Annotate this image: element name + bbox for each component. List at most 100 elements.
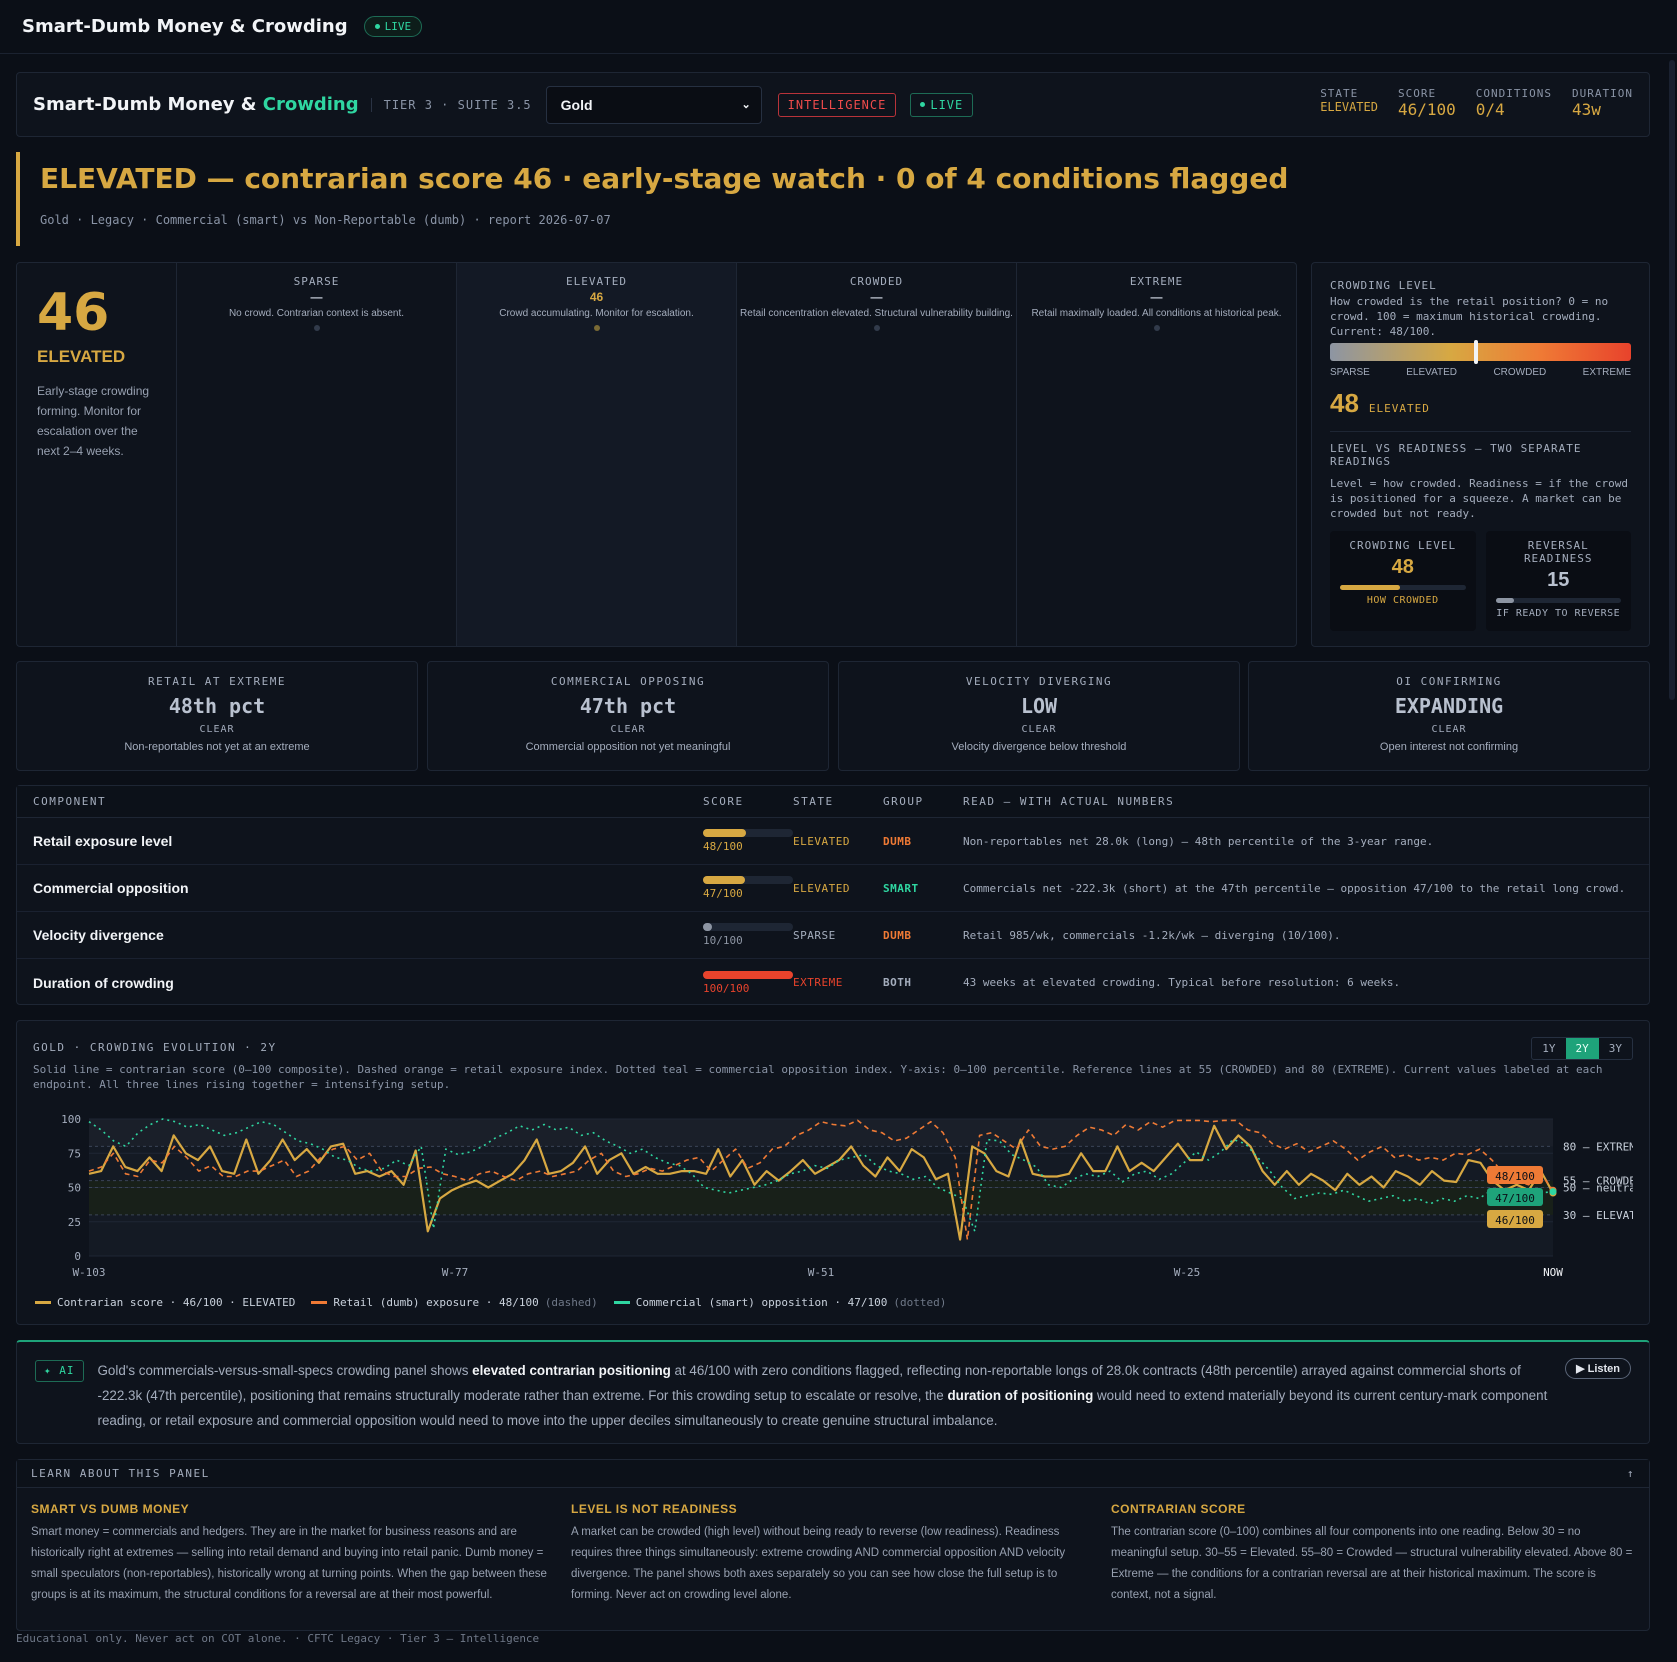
x-tick-label: NOW — [1543, 1266, 1563, 1279]
score-state: ELEVATED — [37, 347, 126, 366]
component-name: Velocity divergence — [33, 927, 164, 943]
score-value: 46 — [37, 283, 110, 343]
zone-value: — — [1150, 290, 1163, 304]
legend-label: Contrarian score · 46/100 · ELEVATED — [57, 1296, 296, 1309]
range-1y-button[interactable]: 1Y — [1542, 1042, 1556, 1055]
reference-label: 55 — CROWDED — [1563, 1175, 1633, 1188]
read-value: Non-reportables net 28.0k (long) — 48th … — [963, 834, 1434, 848]
ai-text-part: would need to extend materially beyond i… — [97, 1388, 1548, 1428]
end-label-text: 48/100 — [1495, 1170, 1535, 1183]
learn-smart-vs-dumb: SMART VS DUMB MONEY Smart money = commerc… — [31, 1502, 555, 1606]
scrollbar[interactable] — [1669, 60, 1675, 700]
zone-description: Retail maximally loaded. All conditions … — [1031, 308, 1282, 319]
collapse-arrow-icon[interactable]: ↑ — [1626, 1467, 1635, 1480]
footer-disclaimer: Educational only. Never act on COT alone… — [16, 1632, 540, 1645]
zone-name: SPARSE — [293, 275, 340, 288]
headline-title: ELEVATED — contrarian score 46 · early-s… — [40, 162, 1289, 195]
end-label-text: 46/100 — [1495, 1214, 1535, 1227]
stat-value: 43w — [1572, 100, 1601, 119]
score-bar-fill — [703, 829, 747, 837]
learn-heading: SMART VS DUMB MONEY — [31, 1502, 190, 1516]
condition-label: COMMERCIAL OPPOSING — [550, 675, 706, 688]
range-3y-button[interactable]: 3Y — [1608, 1042, 1622, 1055]
gradient-labels: SPARSE ELEVATED CROWDED EXTREME — [1330, 367, 1631, 378]
score-bar-fill — [703, 923, 712, 931]
learn-text: A market can be crowded (high level) wit… — [571, 1526, 1066, 1601]
crowding-evolution-chart-card: GOLD · CROWDING EVOLUTION · 2Y Solid lin… — [16, 1020, 1650, 1325]
live-pill-label: LIVE — [384, 20, 412, 33]
condition-description: Commercial opposition not yet meaningful — [525, 741, 731, 753]
gradient-label: ELEVATED — [1406, 367, 1458, 378]
level-vs-readiness-title: LEVEL VS READINESS — TWO SEPARATE READIN… — [1330, 442, 1582, 468]
learn-panel: LEARN ABOUT THIS PANEL ↑ SMART VS DUMB M… — [16, 1459, 1650, 1631]
zone-name: CROWDED — [849, 275, 904, 288]
stat-label: SCORE — [1397, 87, 1437, 100]
state-value: EXTREME — [793, 976, 843, 989]
stat-state: STATE ELEVATED — [1320, 87, 1378, 119]
learn-heading: CONTRARIAN SCORE — [1111, 1502, 1246, 1516]
listen-button[interactable]: ▶ Listen — [1565, 1358, 1631, 1379]
legend-item-commercial: Commercial (smart) opposition · 47/100 (d… — [613, 1296, 946, 1309]
table-row: Retail exposure level 48/100 ELEVATED DU… — [17, 818, 1649, 865]
crowding-gradient-bar — [1330, 340, 1631, 364]
condition-value: 47th pct — [579, 694, 677, 718]
stat-value: ELEVATED — [1320, 100, 1378, 114]
zone-dot-icon — [1153, 325, 1160, 331]
stat-label: DURATION — [1572, 87, 1633, 100]
tile-label: REVERSAL READINESS — [1523, 539, 1593, 565]
score-bar-fill — [703, 876, 746, 884]
crowding-level-description: How crowded is the retail position? 0 = … — [1330, 295, 1609, 338]
legend-swatch — [613, 1301, 630, 1304]
crowding-level-value: 48 — [1330, 388, 1359, 418]
ai-text-emphasis: elevated contrarian positioning — [472, 1363, 671, 1378]
learn-columns: SMART VS DUMB MONEY Smart money = commerc… — [17, 1488, 1649, 1620]
learn-heading: LEVEL IS NOT READINESS — [571, 1502, 738, 1516]
range-2y-button[interactable]: 2Y — [1565, 1038, 1599, 1059]
x-tick-label: W-77 — [442, 1266, 469, 1279]
crowding-level-panel: CROWDING LEVEL How crowded is the retail… — [1311, 262, 1650, 647]
tier-label: TIER 3 · SUITE 3.5 — [370, 97, 532, 112]
zone-crowded: CROWDED — Retail concentration elevated.… — [737, 263, 1017, 646]
stat-duration: DURATION 43w — [1572, 87, 1633, 119]
legend-item-retail: Retail (dumb) exposure · 48/100 (dashed) — [311, 1296, 598, 1309]
gradient-label: EXTREME — [1582, 367, 1631, 378]
live-badge: LIVE — [910, 92, 974, 117]
zone-dot-icon — [873, 325, 880, 331]
tile-value: 15 — [1547, 569, 1570, 591]
legend-swatch — [35, 1301, 51, 1304]
level-vs-readiness-description: Level = how crowded. Readiness = if the … — [1330, 477, 1629, 520]
zone-elevated: ELEVATED 46 Crowd accumulating. Monitor … — [457, 263, 737, 646]
app-title: Smart-Dumb Money & Crowding — [22, 16, 348, 37]
ai-summary: ✦ AI Gold's commercials-versus-small-spe… — [16, 1340, 1650, 1444]
column-header: GROUP — [883, 795, 924, 808]
score-cell: 47/100 — [703, 876, 793, 900]
crowding-line-chart: 0 25 50 75 100 80 — EXTREME 55 — CROWDED50 — n… — [61, 1113, 1633, 1279]
legend-note: (dashed) — [544, 1296, 598, 1309]
crowding-level-title: CROWDING LEVEL — [1330, 279, 1437, 292]
crowding-level-state: ELEVATED — [1368, 402, 1430, 415]
group-value: SMART — [883, 881, 919, 895]
column-header: READ — WITH ACTUAL NUMBERS — [963, 795, 1175, 808]
score-cell: 100/100 — [703, 970, 793, 995]
chart-title: GOLD · CROWDING EVOLUTION · 2Y — [33, 1041, 277, 1054]
tile-label: CROWDING LEVEL — [1349, 539, 1457, 552]
panel-title-part: Smart-Dumb Money & — [33, 94, 257, 115]
condition-oi-confirming: OI CONFIRMING EXPANDING CLEAR Open inter… — [1248, 661, 1650, 771]
score-value: 48/100 — [703, 840, 743, 853]
read-value: 43 weeks at elevated crowding. Typical b… — [963, 976, 1401, 989]
state-value: ELEVATED — [793, 834, 850, 848]
gradient-label: SPARSE — [1330, 367, 1370, 378]
condition-value: LOW — [1020, 694, 1058, 718]
component-name: Retail exposure level — [33, 833, 173, 849]
asset-select[interactable]: Gold ⌄ — [545, 85, 762, 124]
ai-text-emphasis: duration of positioning — [947, 1388, 1094, 1403]
condition-status: CLEAR — [1431, 724, 1467, 735]
zone-name: EXTREME — [1129, 275, 1184, 288]
score-zones-panel: 46 ELEVATED Early-stage crowding forming… — [16, 262, 1297, 647]
live-badge-label: LIVE — [930, 97, 964, 112]
learn-header[interactable]: LEARN ABOUT THIS PANEL ↑ — [17, 1460, 1649, 1488]
reversal-readiness-tile: REVERSAL READINESS 15 IF READY TO REVERS… — [1485, 531, 1631, 631]
zone-extreme: EXTREME — Retail maximally loaded. All c… — [1017, 263, 1296, 646]
legend-label: Retail (dumb) exposure · 48/100 — [333, 1296, 539, 1309]
series-line — [88, 1119, 1554, 1241]
